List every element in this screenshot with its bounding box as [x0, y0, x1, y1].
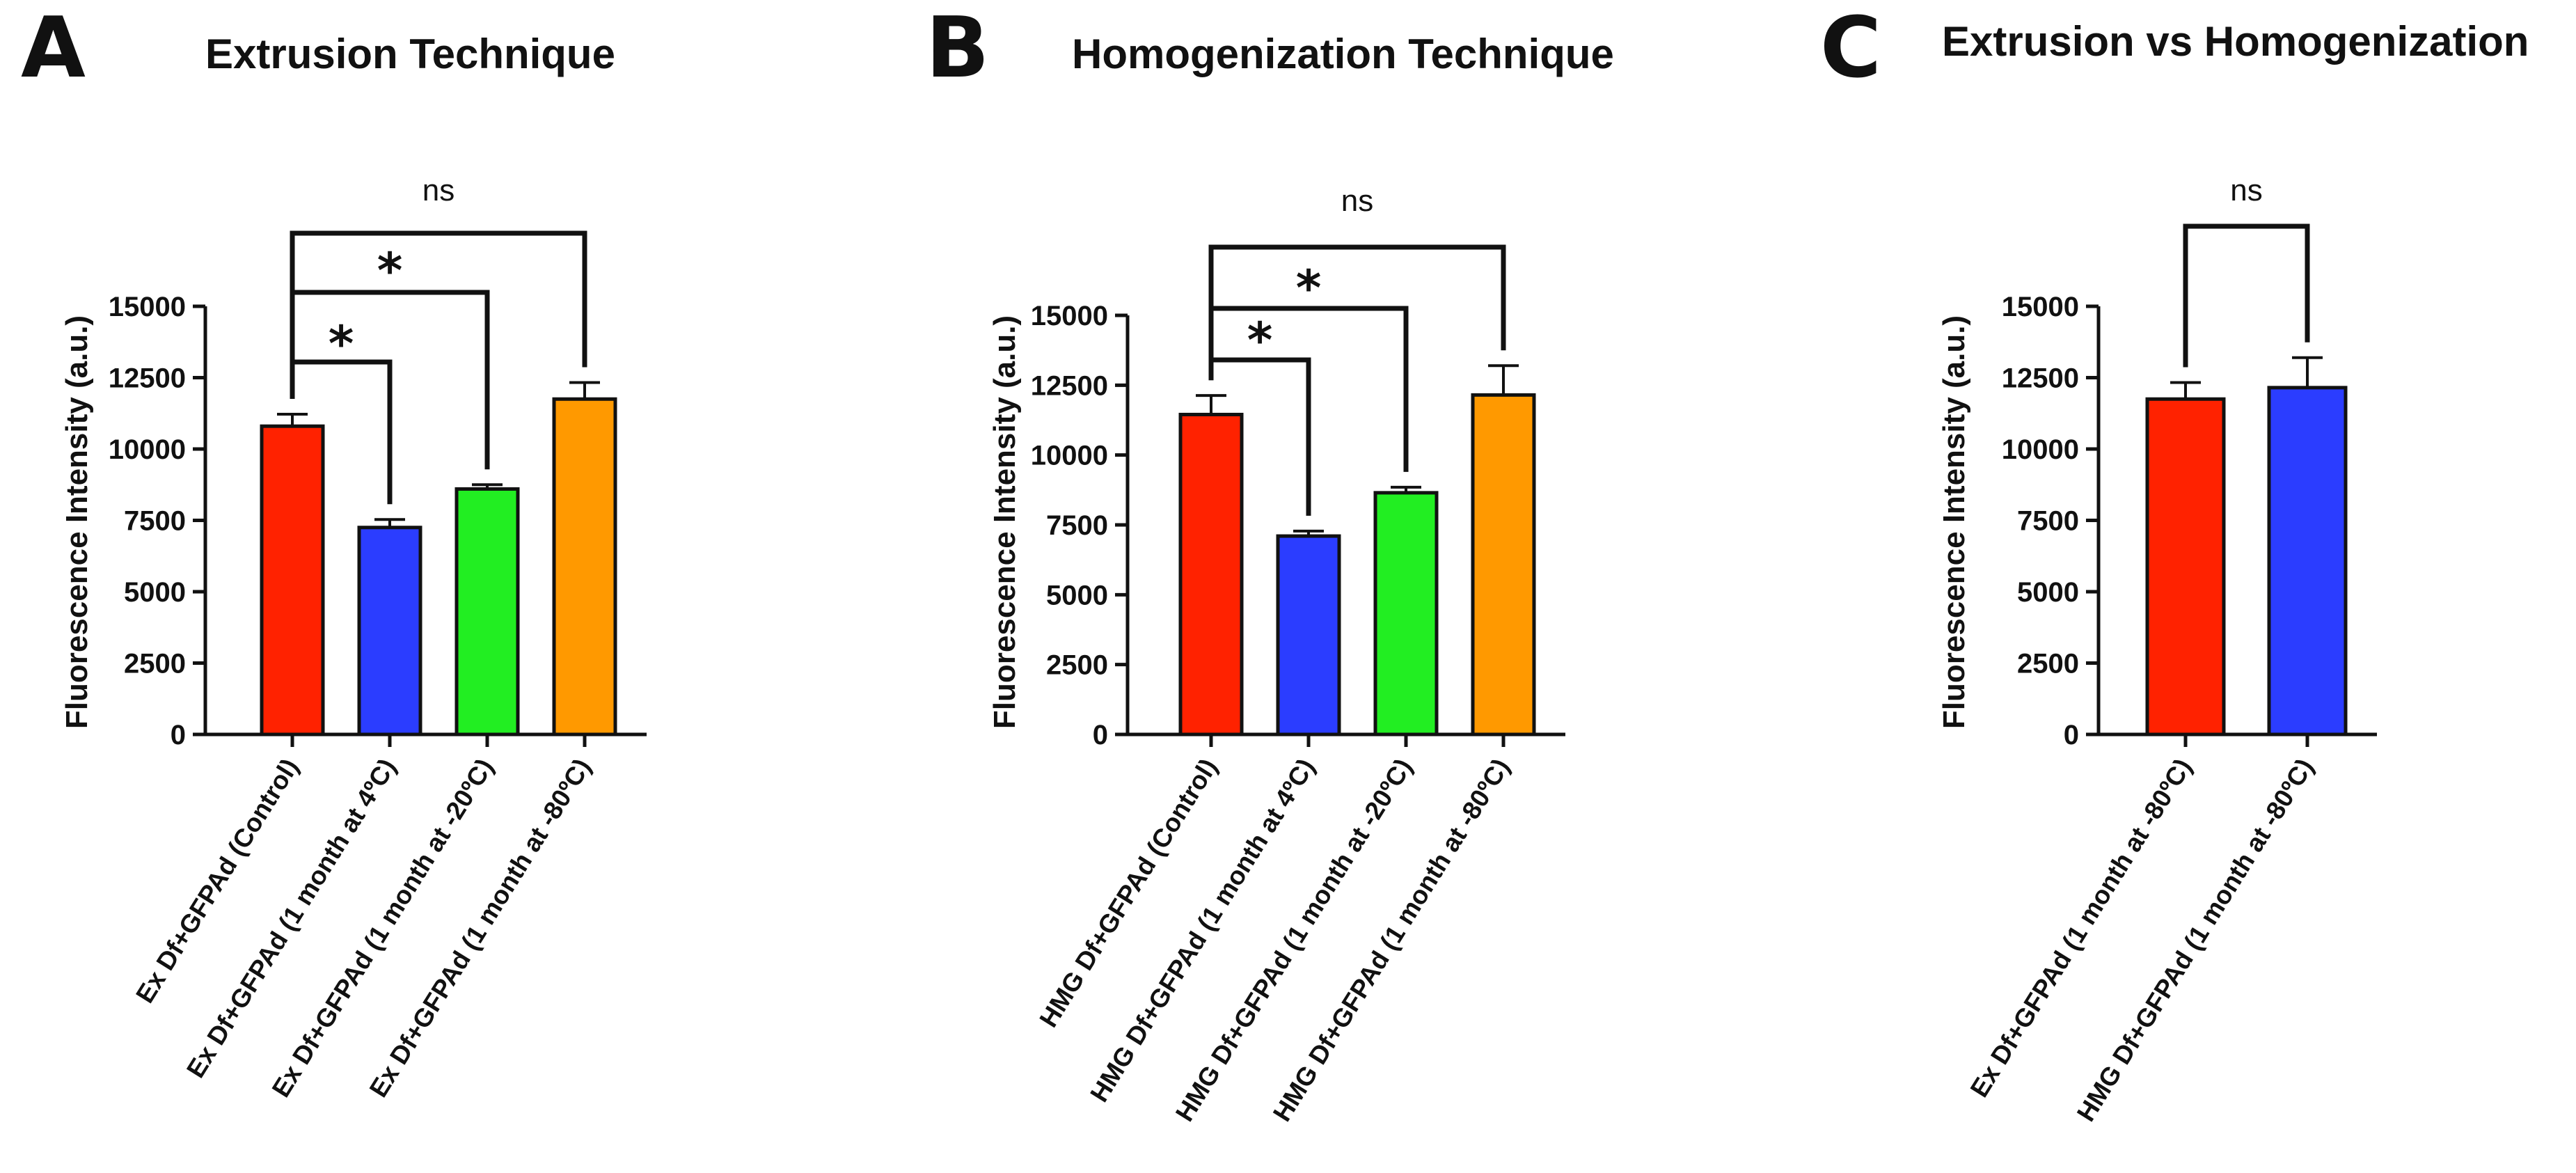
- bar: [1276, 534, 1341, 737]
- y-tick-label: 12500: [109, 363, 186, 394]
- x-tick-label: Ex Df+GFPAd (1 month at 4ºC): [181, 754, 402, 1083]
- y-tick-label: 0: [171, 720, 186, 750]
- y-axis-label: Fluorescence Intensity (a.u.): [1937, 315, 1971, 729]
- chart-title: Homogenization Technique: [1072, 31, 1614, 77]
- bar: [2145, 397, 2226, 737]
- y-tick-label: 15000: [1031, 301, 1108, 331]
- panel-letter: A: [21, 0, 86, 97]
- significance-label: *: [329, 315, 354, 372]
- significance-label: *: [377, 242, 403, 299]
- y-tick-label: 2500: [124, 649, 186, 679]
- y-tick-label: 5000: [124, 577, 186, 608]
- y-tick-label: 12500: [1031, 370, 1108, 401]
- y-tick-label: 7500: [1046, 510, 1108, 541]
- y-axis-label: Fluorescence Intensity (a.u.): [988, 315, 1022, 729]
- bar: [2267, 386, 2348, 737]
- significance-label: ns: [422, 173, 455, 207]
- bar: [552, 397, 617, 737]
- significance-label: ns: [1341, 184, 1373, 218]
- x-tick-label: HMG Df+GFPAd (1 month at -80ºC): [2071, 754, 2319, 1127]
- significance-bracket: [2183, 223, 2310, 368]
- y-tick-label: 0: [2064, 720, 2079, 750]
- significance-label: *: [1247, 312, 1273, 369]
- chart-panel-b: B Homogenization Technique Fluorescence In…: [926, 0, 1614, 1126]
- panel-letter: C: [1820, 0, 1881, 97]
- significance-label: ns: [2230, 173, 2262, 207]
- x-tick-label: Ex Df+GFPAd (1 month at -80ºC): [1965, 754, 2197, 1103]
- bar: [357, 526, 422, 737]
- significance-bracket: [290, 230, 587, 399]
- significance-label: *: [1296, 260, 1322, 317]
- chart-title: Extrusion vs Homogenization: [1942, 18, 2529, 65]
- y-tick-label: 10000: [109, 434, 186, 465]
- y-axis-label: Fluorescence Intensity (a.u.): [60, 315, 94, 729]
- y-tick-label: 7500: [124, 506, 186, 537]
- y-tick-label: 10000: [2002, 434, 2079, 465]
- chart-title: Extrusion Technique: [205, 31, 615, 77]
- y-tick-label: 15000: [2002, 292, 2079, 322]
- significance-bracket: [1208, 244, 1506, 381]
- x-tick-label: HMG Df+GFPAd (Control): [1034, 754, 1222, 1032]
- y-tick-label: 7500: [2017, 506, 2079, 537]
- bar: [1178, 412, 1244, 737]
- bar: [455, 487, 520, 737]
- y-tick-label: 5000: [1046, 580, 1108, 611]
- chart-panel-c: C Extrusion vs Homogenization Fluorescence…: [1820, 0, 2529, 1126]
- chart-panel-a: A Extrusion Technique Fluorescence Intensi…: [21, 0, 647, 1102]
- y-tick-label: 12500: [2002, 363, 2079, 394]
- y-tick-label: 0: [1093, 720, 1108, 750]
- panel-letter: B: [926, 0, 989, 97]
- y-tick-label: 2500: [1046, 650, 1108, 681]
- bar: [1373, 491, 1439, 737]
- y-tick-label: 10000: [1031, 441, 1108, 471]
- bar: [1471, 393, 1536, 737]
- y-tick-label: 2500: [2017, 649, 2079, 679]
- bar: [260, 424, 325, 737]
- y-tick-label: 15000: [109, 292, 186, 322]
- y-tick-label: 5000: [2017, 577, 2079, 608]
- x-tick-label: Ex Df+GFPAd (Control): [130, 754, 304, 1008]
